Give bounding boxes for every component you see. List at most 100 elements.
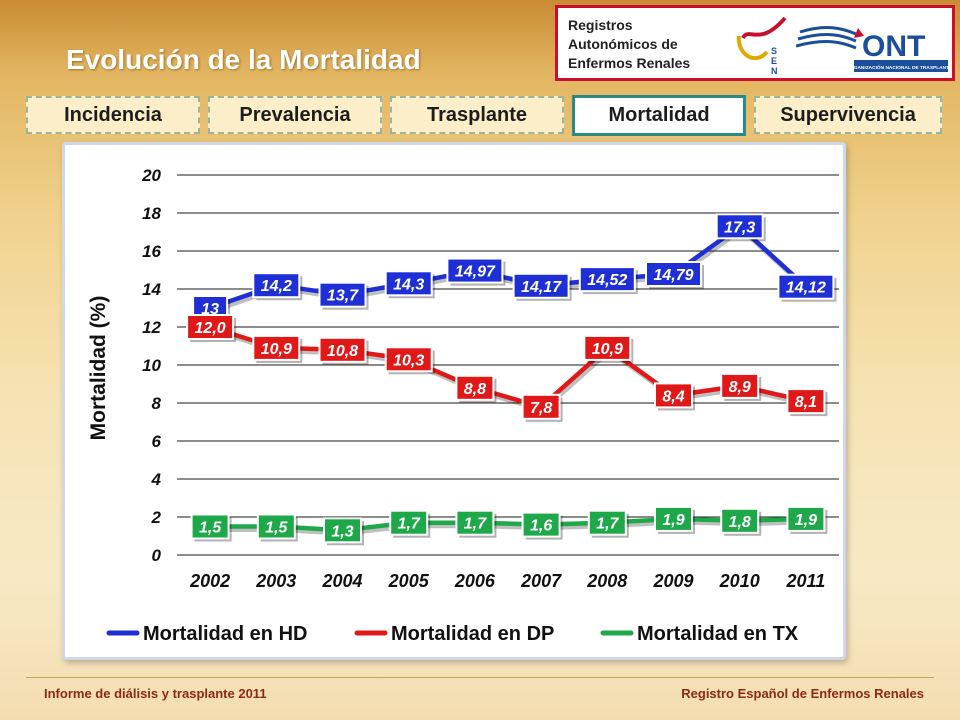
y-tick-label: 18 [142,204,161,223]
tab-mortalidad[interactable]: Mortalidad [572,95,746,136]
data-label: 10,9 [261,341,292,358]
y-tick-label: 16 [142,242,161,261]
data-label-box [446,257,504,284]
series-line-shadow [212,519,808,536]
data-label-box [186,314,235,340]
data-label: 8,9 [729,379,751,396]
data-label-box [521,511,561,538]
y-axis-ticks: 0 2 4 6 8 10 12 14 16 18 20 [141,166,161,565]
y-tick-label: 8 [152,394,162,413]
y-tick-label: 6 [152,432,162,451]
data-label-box [252,334,301,361]
data-label-box [786,388,826,415]
data-label-box [384,270,433,297]
series-line [209,324,807,410]
data-label: 1,7 [398,516,421,533]
data-label-box [654,382,693,409]
y-tick-label: 4 [151,470,162,489]
y-axis-label: Mortalidad (%) [87,296,110,441]
x-tick-label: 2003 [255,571,296,591]
series-lines: 13 14,2 13,7 14,3 14,97 14,17 14,52 14,79 17,3 14… [186,213,837,546]
data-label: 8,1 [795,394,817,411]
data-label: 17,3 [724,219,755,236]
data-label: 8,4 [662,388,684,405]
data-label: 8,8 [464,381,486,398]
data-label: 1,9 [795,512,817,529]
sen-letter-s: S [771,46,777,56]
data-label: 1,7 [464,516,487,533]
data-label: 1,5 [265,520,288,537]
x-tick-label: 2009 [652,571,693,591]
registry-line-1: Registros [568,17,633,33]
ont-name-text: ONT [862,30,925,63]
data-label: 1,7 [596,516,619,533]
data-label-box [521,393,561,420]
y-tick-label: 20 [141,166,161,185]
x-axis-ticks: 2002 2003 2004 2005 2006 2007 2008 2009 2010 2011 [189,571,825,591]
series-1: 13 14,2 13,7 14,3 14,97 14,17 14,52 14,79 17,3 14… [192,213,837,323]
data-label-box [256,513,296,540]
x-tick-label: 2006 [454,571,496,591]
legend-entry: Mortalidad en TX [637,623,799,645]
grid-lines [177,174,839,556]
registry-line-3: Enfermos Renales [568,55,691,71]
data-label-box [252,272,301,299]
x-tick-label: 2005 [388,571,430,591]
data-label-box [715,213,764,240]
x-tick-label: 2004 [321,571,362,591]
data-label-box [654,505,693,532]
series-line [209,224,808,311]
data-label-box [512,272,570,299]
tab-supervivencia[interactable]: Supervivencia [754,96,942,134]
series-2: 12,0 10,9 10,8 10,3 8,8 7,8 10,9 8,4 8,9 8,1 [186,314,828,422]
data-label: 1,9 [662,512,684,529]
data-label: 14,2 [261,278,292,295]
data-label-box [455,509,495,536]
x-tick-label: 2007 [520,571,562,591]
y-tick-label: 10 [142,356,161,375]
data-label-box [384,346,433,373]
footer-divider [26,677,934,678]
data-label-box [578,266,636,293]
tab-trasplante[interactable]: Trasplante [390,96,564,134]
y-tick-label: 0 [152,546,162,565]
series-line [210,516,806,533]
data-label: 10,9 [592,341,623,358]
page-title: Evolución de la Mortalidad [66,44,421,75]
series-line-shadow [211,327,809,413]
series-line-shadow [211,226,810,314]
data-label-box [720,507,760,534]
tab-prevalencia[interactable]: Prevalencia [208,96,382,134]
series-3: 1,5 1,5 1,3 1,7 1,7 1,6 1,7 1,9 1,8 1,9 [190,505,828,546]
section-tabs: Incidencia Prevalencia Trasplante Mortal… [26,95,942,136]
data-label: 14,12 [786,280,826,297]
data-label: 14,97 [455,264,496,281]
data-label-box [777,273,835,300]
data-label-box [323,517,362,544]
data-label: 7,8 [530,400,552,417]
data-label: 1,5 [199,520,222,537]
x-tick-label: 2008 [586,571,627,591]
data-label-box [786,505,826,532]
data-label: 10,3 [393,352,424,369]
data-label-box [190,513,230,540]
data-label: 1,8 [729,514,751,531]
data-label-box [583,334,632,361]
x-tick-label: 2010 [719,571,760,591]
tab-incidencia[interactable]: Incidencia [26,96,200,134]
data-label: 14,3 [393,276,424,293]
data-label-box [318,281,367,308]
data-label: 13 [201,301,219,318]
registry-line-2: Autonómicos de [568,36,678,52]
x-tick-label: 2011 [786,571,826,591]
sen-letter-n: N [771,66,778,76]
registry-name: Registros Autonómicos de Enfermos Renale… [568,16,690,73]
data-label: 14,79 [653,267,693,284]
data-label-box [720,372,760,399]
legend-entry: Mortalidad en HD [143,623,307,645]
data-label-box [389,509,429,536]
y-tick-label: 12 [142,318,161,337]
data-label-box [645,260,702,287]
data-label-box [587,509,627,536]
